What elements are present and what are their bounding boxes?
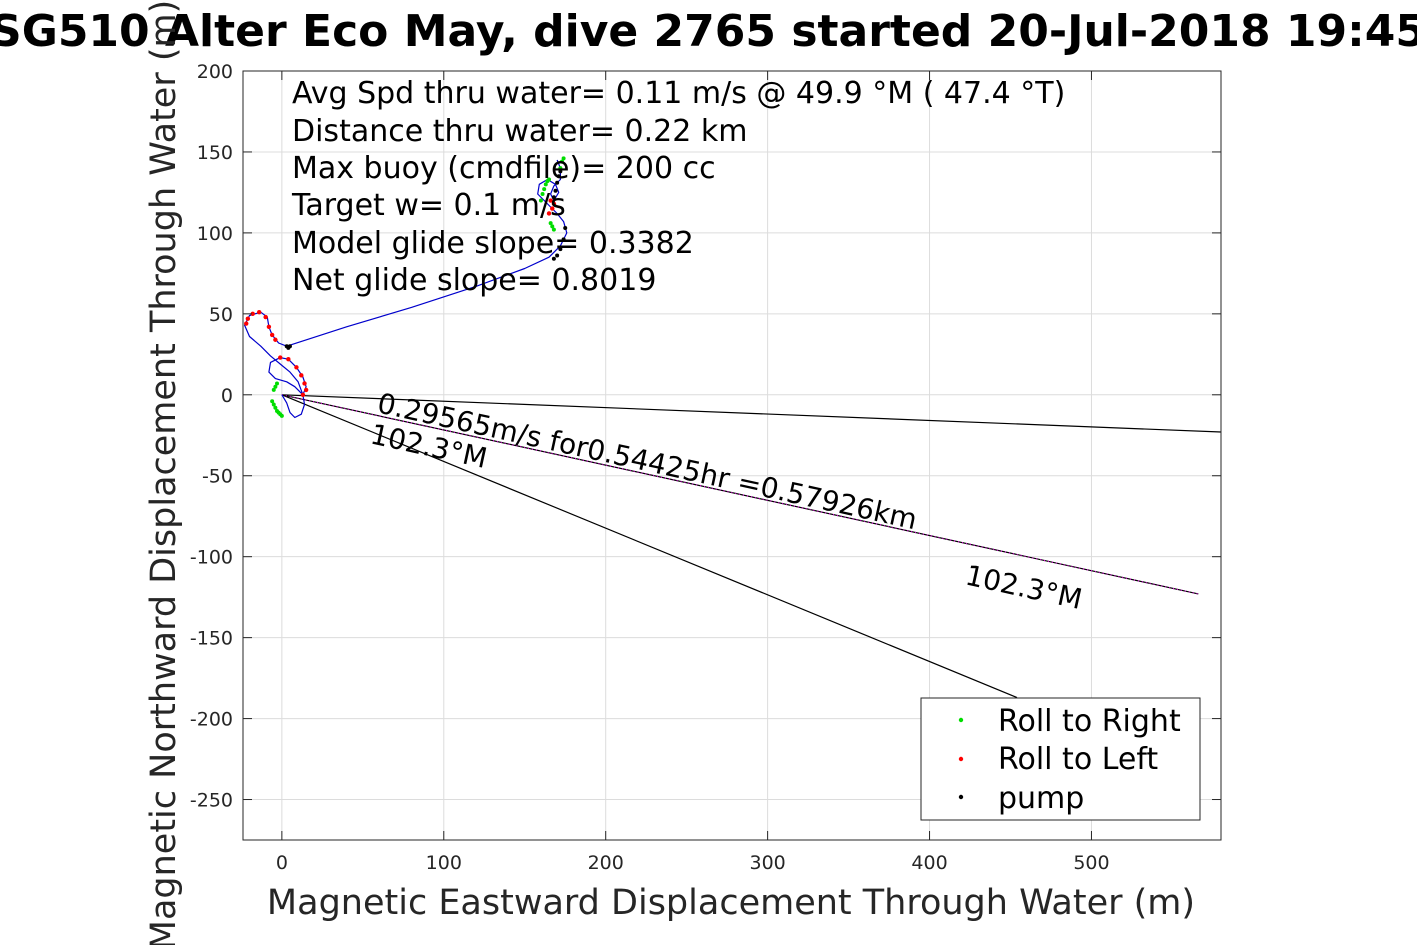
roll-left-point <box>551 201 557 206</box>
roll-right-point <box>538 198 543 203</box>
pump-point <box>558 169 563 174</box>
reference-line-lower <box>281 394 1018 699</box>
roll-right-point <box>273 384 278 389</box>
plot-frame <box>242 70 1222 841</box>
roll-right-point <box>540 192 545 197</box>
y-tick-label: -150 <box>190 628 233 650</box>
reference-line-upper <box>281 394 1222 433</box>
roll-left-point <box>548 198 553 203</box>
y-tick-label: 150 <box>197 142 233 164</box>
track <box>244 159 568 419</box>
roll-left-point <box>546 211 552 216</box>
info-text: Avg Spd thru water= 0.11 m/s @ 49.9 °M (… <box>291 76 1065 298</box>
pump-point <box>553 188 558 193</box>
legend-marker-pump <box>958 794 964 800</box>
roll-right-point <box>547 177 552 182</box>
roll-right-point <box>561 156 566 161</box>
pump-point <box>563 226 568 231</box>
roll-left-point <box>244 321 249 326</box>
roll-left-point <box>302 381 307 386</box>
y-tick-label: 100 <box>197 223 233 245</box>
y-tick-label: 50 <box>209 304 233 326</box>
info-line: Distance thru water= 0.22 km <box>292 114 747 149</box>
roll-right-point <box>543 182 548 187</box>
x-ticks: 0 100 200 300 400 500 <box>276 71 1110 874</box>
y-tick-label: -200 <box>190 709 233 731</box>
roll-left-point <box>256 310 262 315</box>
legend-label-roll-left: Roll to Left <box>998 742 1158 777</box>
roll-left-point <box>269 332 275 338</box>
y-ticks: 200 150 100 50 0 -50 -100 -150 -200 -250 <box>190 61 1221 812</box>
y-tick-label: -50 <box>202 466 233 488</box>
heading-label-far: 102.3°M <box>963 559 1086 616</box>
roll-right-point <box>548 221 553 226</box>
chart-title: SG510 Alter Eco May, dive 2765 started 2… <box>0 6 1417 57</box>
pump-point <box>555 180 560 185</box>
grid <box>243 70 1221 840</box>
roll-right-point <box>270 399 275 404</box>
pump-point <box>287 344 292 349</box>
legend-marker-roll-left <box>958 756 964 762</box>
pump-point <box>558 247 563 252</box>
roll-left-point <box>263 314 268 320</box>
y-tick-label: 0 <box>221 385 233 407</box>
legend: Roll to Right Roll to Left pump <box>920 697 1201 821</box>
roll-right-point <box>279 413 284 418</box>
x-tick-label: 400 <box>911 852 947 874</box>
pump-point <box>561 237 566 242</box>
y-tick-label: -100 <box>190 547 233 569</box>
reference-lines <box>281 394 1222 699</box>
roll-right-point <box>275 381 280 386</box>
roll-right-point <box>542 187 547 192</box>
pump-point <box>551 195 556 200</box>
info-line: Target w= 0.1 m/s <box>291 188 566 223</box>
legend-label-roll-right: Roll to Right <box>998 704 1181 739</box>
roll-left-point <box>250 311 255 317</box>
roll-right-point <box>558 166 563 171</box>
legend-box <box>920 697 1201 821</box>
roll-left-point <box>286 356 291 362</box>
roll-left-point <box>550 206 555 211</box>
roll-right-point <box>271 402 276 407</box>
roll-left-point <box>266 324 272 329</box>
pump-point <box>555 253 560 258</box>
y-tick-label: 200 <box>197 61 233 83</box>
x-tick-label: 300 <box>749 852 785 874</box>
info-line: Avg Spd thru water= 0.11 m/s @ 49.9 °M (… <box>292 76 1065 111</box>
roll-left-point <box>299 373 304 378</box>
roll-left-point <box>273 337 278 342</box>
markers <box>244 156 568 418</box>
roll-right-point <box>559 159 564 164</box>
glider-track <box>244 159 568 419</box>
roll-left-point <box>294 365 299 370</box>
legend-label-pump: pump <box>998 781 1084 816</box>
pump-point <box>551 256 556 261</box>
info-line: Max buoy (cmdfile)= 200 cc <box>292 151 716 186</box>
roll-right-point <box>273 405 278 410</box>
y-tick-label: -250 <box>190 790 233 812</box>
info-line: Model glide slope= 0.3382 <box>292 226 694 261</box>
y-axis-label: Magnetic Northward Displacement Through … <box>144 0 184 945</box>
roll-left-point <box>303 387 309 393</box>
roll-right-point <box>271 387 276 392</box>
x-tick-label: 0 <box>276 852 288 874</box>
pump-point <box>556 174 561 179</box>
info-line: Net glide slope= 0.8019 <box>292 263 656 298</box>
x-tick-label: 200 <box>588 852 624 874</box>
roll-right-point <box>550 224 555 229</box>
x-axis-label: Magnetic Eastward Displacement Through W… <box>267 883 1195 923</box>
roll-left-point <box>300 392 306 397</box>
legend-marker-roll-right <box>958 717 964 723</box>
x-tick-label: 100 <box>426 852 462 874</box>
x-tick-label: 500 <box>1073 852 1109 874</box>
roll-left-point <box>245 316 251 321</box>
roll-left-point <box>278 355 283 360</box>
speed-line-dots <box>281 394 1199 595</box>
roll-right-point <box>551 227 556 232</box>
